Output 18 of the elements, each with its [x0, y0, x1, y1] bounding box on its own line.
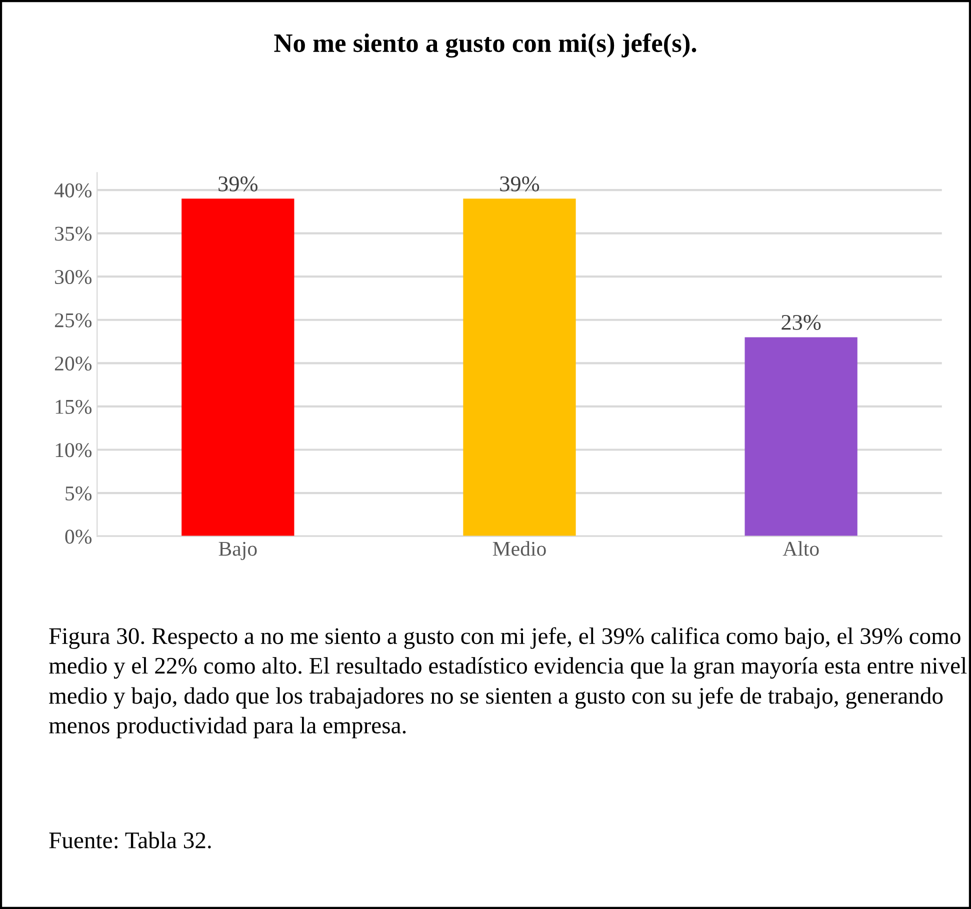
x-tick-label: Medio: [492, 541, 546, 556]
y-tick-label: 0%: [65, 530, 92, 544]
chart-title: No me siento a gusto con mi(s) jefe(s).: [274, 33, 696, 58]
x-tick-label: Alto: [782, 541, 819, 556]
y-tick-label: 30%: [55, 270, 92, 284]
y-tick-label: 35%: [55, 226, 92, 241]
y-tick-label: 5%: [66, 486, 92, 501]
text: Figura 30. Respecto a no me siento a gusto con mi jefe, el 39% califica como bajo, el 39% como medio y el 22% como alto. El resultado estadístico evidencia que la gran mayoría esta entre nivel medio y bajo, dado que los trabajadores no se sienten a gusto con su jefe de trabajo, generando menos productividad para la empresa.: [49, 627, 967, 738]
source-note: Fuente: Tabla 32.: [49, 832, 211, 848]
y-tick-label: 40%: [54, 183, 92, 198]
data-label: 23%: [782, 314, 821, 330]
x-tick-label: Bajo: [218, 542, 257, 560]
y-tick-label: 20%: [54, 356, 92, 371]
y-tick-label: 15%: [56, 400, 92, 414]
y-tick-label: 10%: [56, 443, 92, 458]
data-label: 39%: [500, 176, 540, 192]
data-label: 39%: [218, 176, 258, 192]
y-tick-label: 25%: [54, 313, 92, 328]
